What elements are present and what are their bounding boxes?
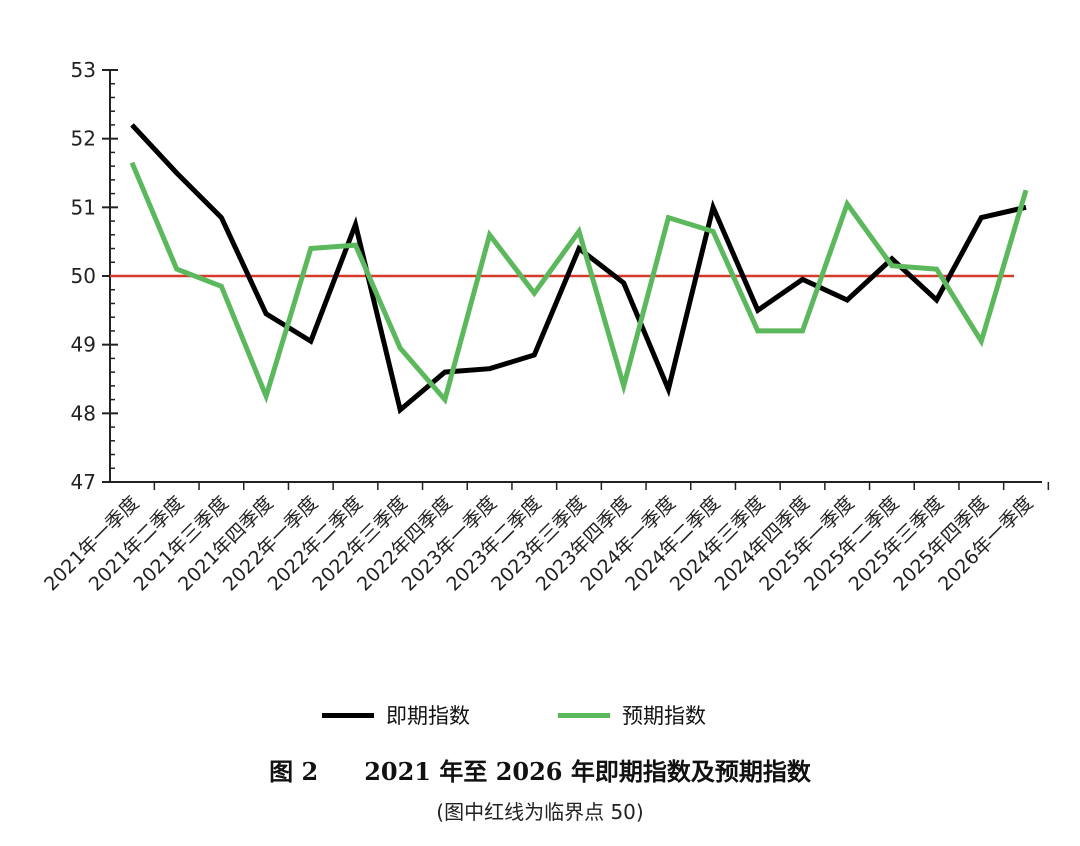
y-tick-label-5: 52 (71, 127, 96, 151)
legend-item-0: 即期指数 (322, 700, 470, 730)
series-group (129, 123, 1029, 415)
y-tick-label-1: 48 (71, 401, 96, 425)
x-tick-labels: 2021年一季度2021年二季度2021年三季度2021年四季度2022年一季度… (40, 492, 1037, 595)
y-tick-label-3: 50 (71, 264, 96, 288)
legend-item-1: 预期指数 (558, 700, 706, 730)
series-line-1 (129, 161, 1029, 405)
figure-caption: 图 2 2021 年至 2026 年即期指数及预期指数 (0, 752, 1080, 787)
y-tick-label-0: 47 (71, 470, 96, 494)
legend-swatch-1 (558, 712, 610, 718)
series-line-0 (130, 123, 1027, 415)
legend-swatch-0 (322, 712, 374, 718)
line-chart: 47 48 49 50 51 52 53 2021年一季度2021年二季度2021年三季度2… (40, 58, 1050, 595)
legend-label-0: 即期指数 (386, 704, 470, 728)
figure-number: 图 2 (269, 757, 319, 786)
legend-label-1: 预期指数 (622, 704, 706, 728)
figure-title: 2021 年至 2026 年即期指数及预期指数 (364, 757, 811, 786)
y-tick-label-4: 51 (71, 195, 96, 219)
y-tick-label-2: 49 (71, 333, 96, 357)
legend: 即期指数 预期指数 (0, 700, 1080, 740)
chart-axes: 47 48 49 50 51 52 53 (71, 58, 1050, 494)
figure-note: (图中红线为临界点 50) (436, 800, 644, 824)
y-tick-label-6: 53 (71, 58, 96, 82)
